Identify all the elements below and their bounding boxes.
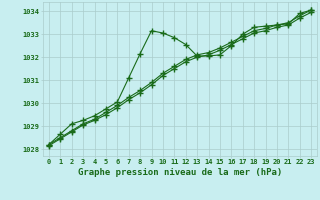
X-axis label: Graphe pression niveau de la mer (hPa): Graphe pression niveau de la mer (hPa) [78,168,282,177]
